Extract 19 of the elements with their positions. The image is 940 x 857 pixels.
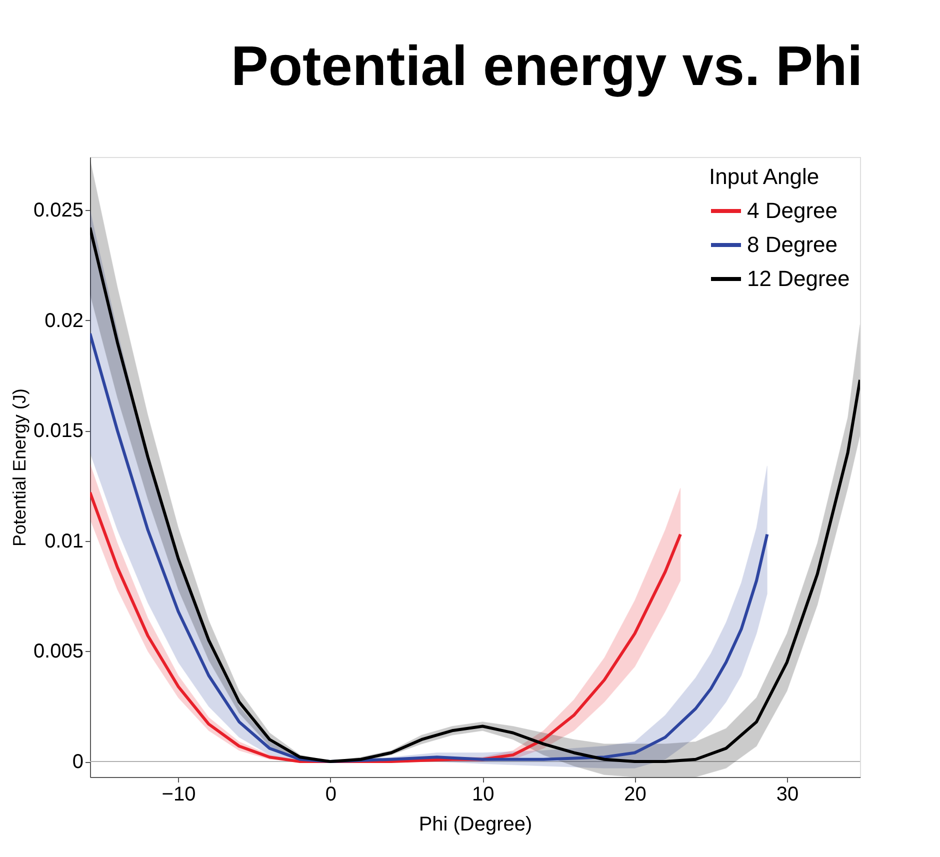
- y-tick-label: 0.015: [33, 420, 84, 442]
- legend-title: Input Angle: [709, 164, 820, 189]
- x-tick-label: 20: [624, 784, 646, 806]
- y-tick-label: 0: [72, 751, 84, 774]
- y-tick-label: 0.01: [44, 530, 84, 552]
- x-tick-label: 30: [776, 784, 799, 806]
- x-tick-label: 10: [472, 784, 494, 806]
- line-series: [90, 332, 769, 764]
- legend-label: 4 Degree: [747, 198, 838, 223]
- y-tick-label: 0.005: [33, 640, 84, 663]
- chart-title: Potential energy vs. Phi: [230, 34, 863, 97]
- y-axis-title: Potential Energy (J): [9, 388, 30, 547]
- x-tick-label: −10: [162, 784, 196, 806]
- y-tick-label: 0.025: [33, 199, 84, 222]
- x-tick-label: 0: [325, 784, 336, 806]
- x-axis-title: Phi (Degree): [418, 814, 532, 836]
- legend-label: 12 Degree: [747, 266, 850, 291]
- y-tick-label: 0.02: [44, 310, 84, 332]
- legend-label: 8 Degree: [747, 232, 838, 257]
